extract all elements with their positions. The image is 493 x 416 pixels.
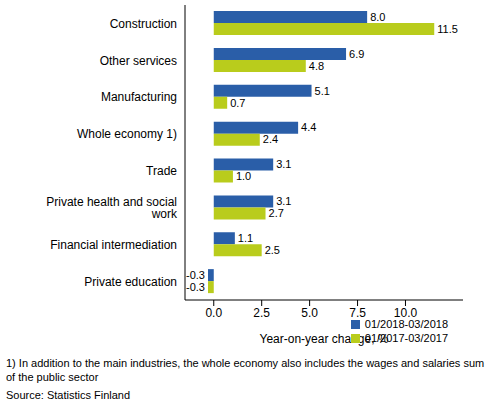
svg-text:5.1: 5.1	[315, 85, 330, 97]
svg-text:3.1: 3.1	[276, 158, 291, 170]
svg-text:11.5: 11.5	[437, 23, 458, 35]
svg-text:Manufacturing: Manufacturing	[101, 90, 177, 104]
svg-text:7.5: 7.5	[349, 306, 366, 320]
svg-text:1.1: 1.1	[238, 232, 253, 244]
svg-text:-0.3: -0.3	[186, 281, 205, 293]
svg-text:4.8: 4.8	[309, 60, 324, 72]
svg-text:Construction: Construction	[110, 17, 177, 31]
svg-text:Whole economy 1): Whole economy 1)	[77, 127, 177, 141]
svg-text:6.9: 6.9	[349, 48, 364, 60]
svg-text:10.0: 10.0	[394, 306, 418, 320]
svg-text:Trade: Trade	[146, 164, 177, 178]
html-text:1) In addition to the main ind: 1) In addition to the main industries, t…	[6, 357, 485, 383]
svg-text:2.5: 2.5	[253, 306, 270, 320]
svg-text:2.4: 2.4	[263, 133, 278, 145]
svg-text:0.0: 0.0	[205, 306, 222, 320]
svg-text:3.1: 3.1	[276, 195, 291, 207]
svg-text:5.0: 5.0	[301, 306, 318, 320]
svg-text:Private education: Private education	[84, 275, 177, 289]
svg-text:Other services: Other services	[100, 54, 177, 68]
html-text:Source: Statistics Finland: Source: Statistics Finland	[6, 389, 131, 401]
svg-text:1.0: 1.0	[236, 170, 251, 182]
html-text:01/2017-03/2017: 01/2017-03/2017	[364, 332, 448, 344]
html-text:01/2018-03/2018: 01/2018-03/2018	[364, 318, 448, 330]
svg-text:8.0: 8.0	[370, 11, 385, 23]
svg-text:2.5: 2.5	[265, 244, 280, 256]
svg-text:4.4: 4.4	[301, 121, 316, 133]
svg-text:0.7: 0.7	[230, 97, 245, 109]
svg-text:2.7: 2.7	[269, 207, 284, 219]
svg-text:Year-on-year change, %: Year-on-year change, %	[259, 332, 389, 346]
svg-text:Private health and socialwork: Private health and socialwork	[46, 195, 178, 221]
svg-text:-0.3: -0.3	[186, 269, 205, 281]
svg-text:Financial intermediation: Financial intermediation	[50, 238, 177, 252]
